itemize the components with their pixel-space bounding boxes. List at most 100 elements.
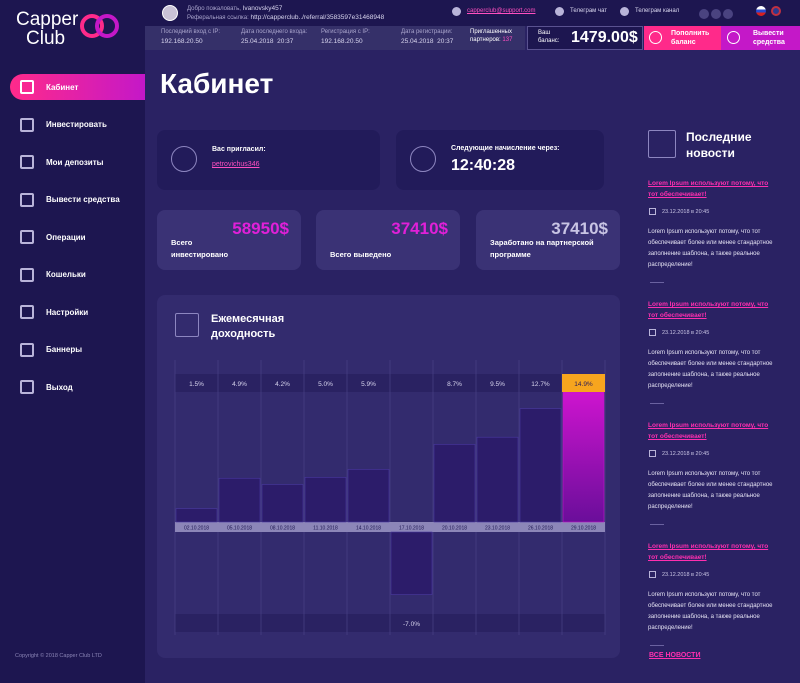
news-text: Lorem Ipsum используют потому, что тот о… [648,229,773,268]
telegram-chat[interactable]: Телеграм чат [570,8,608,14]
telegram-icon [555,7,564,16]
timer-value: 12:40:28 [451,157,516,174]
news-headline[interactable]: Lorem Ipsum используют потому, что тот о… [648,422,769,440]
category-label: 11.10.2018 [313,526,338,532]
news-date: 23.12.2018 в 20:45 [662,451,710,457]
news-headline[interactable]: Lorem Ipsum используют потому, что тот о… [648,180,769,198]
ref-label: Реферальная ссылка: [187,15,249,21]
category-label: 23.10.2018 [485,526,510,532]
bar [433,444,476,523]
email[interactable]: capperclub@support.com [467,8,536,14]
label-highlight [562,374,605,392]
stat-label: Регистрация с IP: [321,29,370,35]
bar [519,408,562,523]
balance-value: 1479.00$ [571,29,638,46]
stat-label: Последний вход с IP: [161,29,221,35]
news-date: 23.12.2018 в 20:45 [662,209,710,215]
chart: 1.5% 02.10.2018 4.9% 05.10.2018 4.2% 08.10.20… [174,360,606,635]
social-icons [699,6,735,19]
total-value: 37410$ [551,219,608,238]
value-label: 8.7% [447,381,462,388]
top-bar [145,0,800,26]
news-date: 23.12.2018 в 20:45 [662,330,710,336]
welcome: Добро пожаловать, Ivanovsky457 [187,5,282,12]
menu-icon [20,192,34,207]
bar [218,477,261,523]
timer-label: Следующие начисление через: [451,145,560,152]
menu-item[interactable]: Вывести средства [10,187,145,213]
bar [347,469,390,523]
stat-label: Дата последнего входа: [241,29,308,35]
category-label: 08.10.2018 [270,526,295,532]
menu-icon [20,230,34,244]
invited-label: Вас пригласил: [212,146,266,153]
menu-icon [20,342,34,357]
menu-item[interactable]: Кабинет [10,74,145,100]
stat-value: 25.04.2018 20:37 [241,38,294,45]
total-label: Всего инвестировано [171,238,229,259]
menu-item[interactable]: Баннеры [10,337,145,363]
page-title: Кабинет [160,68,274,99]
news-icon [648,130,676,158]
balance-box [527,26,643,50]
mail-icon [452,7,461,16]
category-label: 05.10.2018 [227,526,252,532]
balance-label: Ваш баланс: [538,30,560,44]
news-headline[interactable]: Lorem Ipsum используют потому, что тот о… [648,301,769,319]
partners: Приглашенных партнеров: 137 [470,28,522,44]
value-label: 4.9% [232,381,247,388]
all-news-link[interactable]: ВСЕ НОВОСТИ [649,652,701,659]
news-headline[interactable]: Lorem Ipsum используют потому, что тот о… [648,543,769,561]
menu-item[interactable]: Мои депозиты [10,149,145,175]
deposit-label: Пополнить баланс [671,30,710,46]
category-label: 02.10.2018 [184,526,209,532]
invited-value[interactable]: petrovichus346 [212,161,260,168]
withdraw-button[interactable]: Вывести средства [721,26,800,50]
news-date-icon [649,571,656,578]
total-value: 37410$ [391,219,448,238]
chart-title: Ежемесячная доходность [211,313,285,340]
news-text: Lorem Ipsum используют потому, что тот о… [648,592,773,631]
menu-icon [20,155,34,169]
deposit-button[interactable]: Пополнить баланс [644,26,721,50]
total-value: 58950$ [232,219,289,238]
bar [304,477,347,523]
logo-text: Club [26,28,66,49]
chart-panel: Ежемесячная доходность 1.5% 02.10.2018 4.9… [157,295,620,658]
news-date-icon [649,208,656,215]
news-separator [650,282,664,283]
menu-item[interactable]: Операции [10,224,145,250]
stat-value: 192.168.20.50 [321,38,363,45]
menu-icon [20,380,34,394]
menu-icon [20,267,34,282]
news-separator [650,403,664,404]
menu-item[interactable]: Настройки [10,299,145,325]
bar [261,484,304,523]
total-label: Всего выведено [330,250,392,259]
telegram-channel[interactable]: Телеграм канал [635,8,680,14]
news-date: 23.12.2018 в 20:45 [662,572,710,578]
total-card: 58950$ Всего инвестировано [157,210,301,270]
menu-item[interactable]: Инвестировать [10,112,145,138]
telegram-icon [620,7,629,16]
menu-icon [20,117,34,132]
flag-ru[interactable] [756,6,766,16]
category-label: 17.10.2018 [399,526,424,532]
stat-value: 25.04.2018 20:37 [401,38,454,45]
logo-text: Capper [16,9,79,30]
logo[interactable]: Capper Club [16,10,78,48]
flag-en[interactable] [771,6,781,16]
bar [476,436,519,523]
value-label: 14.9% [574,381,593,388]
news-separator [650,645,664,646]
stat-value: 192.168.20.50 [161,38,203,45]
ref-link[interactable]: http://capperclub../referral/3583597e314… [250,14,385,21]
menu-item[interactable]: Кошельки [10,262,145,288]
welcome-label: Добро пожаловать, [187,6,241,12]
timer-card: Следующие начисление через: 12:40:28 [396,130,604,190]
username: Ivanovsky457 [242,5,283,12]
menu-item[interactable]: Выход [10,374,145,400]
total-label: Заработано на партнерской программе [490,238,594,259]
news-separator [650,524,664,525]
